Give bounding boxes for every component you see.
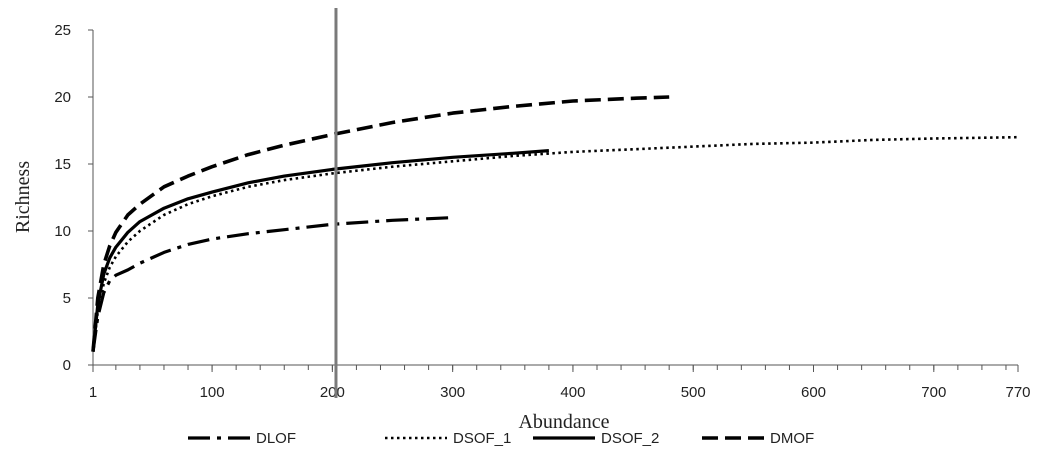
x-axis-title: Abundance [518,411,609,433]
legend-label: DLOF [256,430,296,447]
series-line-dmof [91,95,670,352]
legend-label: DSOF_1 [453,430,511,447]
x-tick-label: 600 [801,384,826,401]
x-tick-label: 500 [681,384,706,401]
x-tick-label: 200 [320,384,345,401]
y-axis-title: Richness [12,161,34,233]
x-tick-label: 100 [200,384,225,401]
x-tick-label: 700 [921,384,946,401]
series-line-dsof-2 [91,149,550,352]
y-tick-label: 20 [54,89,71,106]
series-line-dlof [91,216,453,352]
x-tick-label: 300 [440,384,465,401]
series-layer [91,95,1019,352]
legend-label: DMOF [770,430,814,447]
legend: DLOF DSOF_1 DSOF_2 DMOF [188,430,814,447]
x-tick-label: 770 [1005,384,1030,401]
y-tick-label: 5 [63,290,71,307]
x-tick-label: 1 [89,384,97,401]
y-tick-label: 25 [54,22,71,39]
y-tick-label: 10 [54,223,71,240]
x-tick-label: 400 [560,384,585,401]
y-ticks: 0 5 10 15 20 25 [54,22,93,374]
series-line-dsof-1 [91,135,1019,352]
legend-label: DSOF_2 [601,430,659,447]
x-ticks: 1 100 200 300 400 500 600 700 770 [89,365,1031,401]
y-tick-label: 15 [54,156,71,173]
y-tick-label: 0 [63,357,71,374]
